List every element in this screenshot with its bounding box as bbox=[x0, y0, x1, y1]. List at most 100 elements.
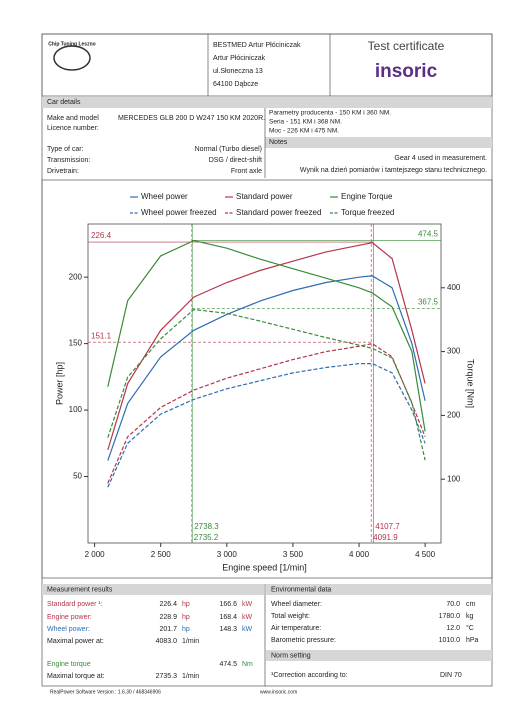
param-line: Parametry producenta - 150 KM i 360 NM. bbox=[269, 110, 391, 117]
section-bar bbox=[42, 584, 264, 595]
result-value: 2735.3 bbox=[156, 673, 178, 680]
result-label: Maximal power at: bbox=[47, 638, 104, 645]
section-title: Car details bbox=[47, 99, 81, 106]
series-line bbox=[107, 239, 426, 432]
result-unit: kW bbox=[242, 601, 253, 608]
field-label: Drivetrain: bbox=[47, 168, 79, 175]
logo-text: Chip Tuning Leszno bbox=[48, 41, 95, 47]
series-line bbox=[107, 342, 426, 484]
env-label: Air temperature: bbox=[271, 625, 321, 632]
result-unit: hp bbox=[182, 626, 190, 633]
marker-label: 226.4 bbox=[91, 231, 112, 240]
legend-label: Standard power freezed bbox=[236, 208, 321, 217]
env-value: 1010.0 bbox=[439, 637, 461, 644]
marker-label: 151.1 bbox=[91, 331, 112, 340]
field-value: DSG / direct-shift bbox=[209, 157, 262, 164]
env-label: Total weight: bbox=[271, 613, 310, 620]
env-label: Wheel diameter: bbox=[271, 601, 322, 608]
result-label: Engine power: bbox=[47, 614, 92, 621]
marker-label: 2735.2 bbox=[194, 533, 219, 542]
result-value: 166.6 bbox=[219, 601, 237, 608]
address-line: ul.Słoneczna 13 bbox=[213, 68, 263, 75]
section-bar bbox=[42, 97, 492, 108]
logo bbox=[53, 45, 91, 71]
series-line bbox=[107, 363, 426, 488]
field-label: Make and model bbox=[47, 115, 99, 122]
result-value: 228.9 bbox=[159, 614, 177, 621]
y2-axis-label: Torque [Nm] bbox=[466, 359, 476, 408]
y-tick-label: 200 bbox=[69, 272, 83, 281]
result-unit: hp bbox=[182, 601, 190, 608]
field-value: Normal (Turbo diesel) bbox=[195, 146, 262, 153]
env-unit: hPa bbox=[466, 637, 479, 644]
result-unit: 1/min bbox=[182, 673, 199, 680]
address-line: 64100 Dąbcze bbox=[213, 81, 258, 88]
result-unit: 1/min bbox=[182, 638, 199, 645]
footer-text: RealPower Software Version : 1.6.30 / 46… bbox=[50, 689, 161, 695]
legend-label: Standard power bbox=[236, 192, 293, 201]
section-title: Environmental data bbox=[271, 586, 331, 593]
x-tick-label: 3 500 bbox=[283, 550, 304, 559]
x-axis-label: Engine speed [1/min] bbox=[222, 562, 307, 572]
y-axis-label: Power [hp] bbox=[54, 362, 64, 405]
plot-area bbox=[87, 223, 442, 544]
brand: insoric bbox=[375, 61, 438, 82]
series-line bbox=[107, 275, 426, 461]
result-value: 148.3 bbox=[219, 626, 237, 633]
legend-label: Wheel power freezed bbox=[141, 208, 217, 217]
legend-label: Torque freezed bbox=[341, 208, 394, 217]
section-bar bbox=[266, 584, 492, 595]
y-tick-label: 50 bbox=[73, 472, 82, 481]
marker-label: 4091.9 bbox=[373, 533, 398, 542]
result-value: 226.4 bbox=[159, 601, 177, 608]
env-value: 1780.0 bbox=[439, 613, 461, 620]
y2-tick-label: 200 bbox=[447, 411, 461, 420]
param-line: Seria - 151 KM i 368 NM. bbox=[269, 119, 342, 126]
field-label: Type of car: bbox=[47, 146, 84, 153]
note-line: Wynik na dzień pomiarów i tamtejszego st… bbox=[300, 167, 487, 174]
x-tick-label: 4 500 bbox=[415, 550, 436, 559]
y-tick-label: 150 bbox=[69, 339, 83, 348]
env-value: 70.0 bbox=[446, 601, 460, 608]
series-line bbox=[107, 308, 426, 461]
address-line: Artur Płóciniczak bbox=[213, 55, 266, 62]
result-value: 4083.0 bbox=[156, 638, 178, 645]
norm-value: DIN 70 bbox=[440, 672, 462, 679]
result-unit: kW bbox=[242, 626, 253, 633]
marker-label: 2738.3 bbox=[194, 522, 219, 531]
field-value: MERCEDES GLB 200 D W247 150 KM 2020R. bbox=[118, 115, 265, 122]
result-unit: Nm bbox=[242, 661, 253, 668]
section-title: Norm setting bbox=[271, 652, 311, 659]
result-unit: hp bbox=[182, 614, 190, 621]
y2-tick-label: 300 bbox=[447, 347, 461, 356]
header-frame bbox=[41, 33, 493, 97]
result-value: 474.5 bbox=[219, 661, 237, 668]
result-label: Maximal torque at: bbox=[47, 673, 105, 680]
section-title: Measurement results bbox=[47, 586, 113, 593]
field-value: Front axle bbox=[231, 168, 262, 175]
field-label: Licence number: bbox=[47, 125, 99, 132]
field-label: Transmission: bbox=[47, 157, 90, 164]
result-value: 168.4 bbox=[219, 614, 237, 621]
env-unit: °C bbox=[466, 624, 474, 632]
env-unit: cm bbox=[466, 601, 476, 608]
series-line bbox=[107, 241, 426, 451]
section-bar bbox=[265, 137, 492, 148]
x-tick-label: 2 500 bbox=[151, 550, 172, 559]
section-title: Notes bbox=[269, 139, 288, 146]
x-tick-label: 4 000 bbox=[349, 550, 370, 559]
x-tick-label: 2 000 bbox=[85, 550, 106, 559]
section-bar bbox=[266, 650, 492, 661]
y-tick-label: 100 bbox=[69, 405, 83, 414]
marker-label: 4107.7 bbox=[375, 522, 400, 531]
legend-label: Wheel power bbox=[141, 192, 188, 201]
env-value: 12.0 bbox=[446, 625, 460, 632]
address-line: BESTMED Artur Płóciniczak bbox=[213, 42, 301, 49]
marker-label: 367.5 bbox=[418, 298, 439, 307]
y2-tick-label: 100 bbox=[447, 474, 461, 483]
result-label: Engine torque bbox=[47, 661, 91, 668]
note-line: Gear 4 used in measurement. bbox=[394, 155, 487, 162]
footer-text: www.insoric.com bbox=[260, 689, 297, 695]
norm-label: ¹Correction according to: bbox=[271, 672, 348, 679]
